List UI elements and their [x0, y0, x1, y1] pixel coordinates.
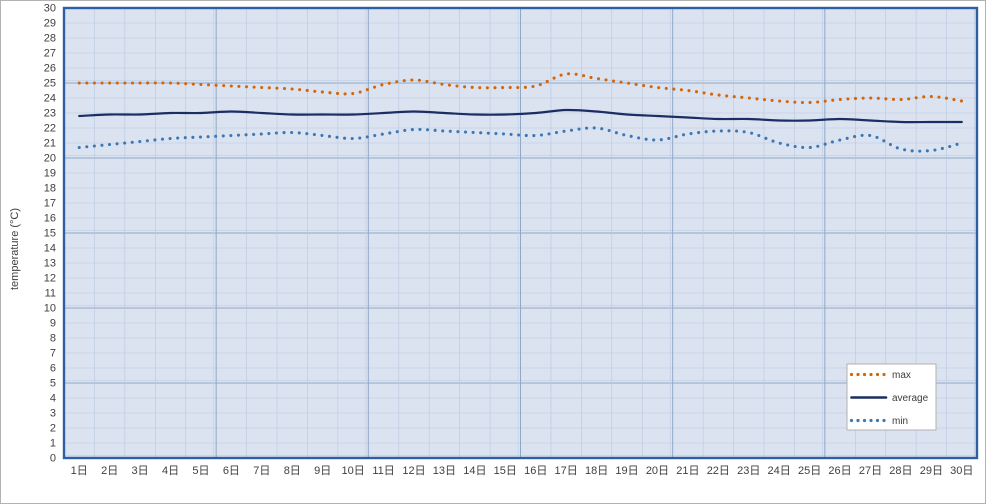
svg-text:16日: 16日 [524, 465, 547, 477]
svg-text:13: 13 [44, 258, 56, 270]
svg-text:9日: 9日 [314, 465, 331, 477]
svg-text:21: 21 [44, 138, 56, 150]
svg-text:10: 10 [44, 303, 56, 315]
svg-text:26日: 26日 [828, 465, 851, 477]
svg-text:10日: 10日 [341, 465, 364, 477]
svg-text:24: 24 [44, 93, 56, 105]
svg-text:30日: 30日 [950, 465, 973, 477]
svg-text:26: 26 [44, 63, 56, 75]
svg-text:28日: 28日 [889, 465, 912, 477]
svg-text:8: 8 [50, 333, 56, 345]
svg-text:5: 5 [50, 378, 56, 390]
svg-text:7日: 7日 [253, 465, 270, 477]
svg-text:5日: 5日 [192, 465, 209, 477]
svg-text:18: 18 [44, 183, 56, 195]
svg-text:4日: 4日 [162, 465, 179, 477]
svg-text:14日: 14日 [463, 465, 486, 477]
svg-text:15: 15 [44, 228, 56, 240]
svg-text:7: 7 [50, 348, 56, 360]
svg-text:3: 3 [50, 408, 56, 420]
svg-text:29: 29 [44, 18, 56, 30]
svg-text:11日: 11日 [372, 465, 394, 477]
svg-text:1: 1 [50, 438, 56, 450]
svg-text:13日: 13日 [433, 465, 456, 477]
svg-text:18日: 18日 [585, 465, 608, 477]
svg-text:15日: 15日 [494, 465, 517, 477]
svg-text:20日: 20日 [646, 465, 669, 477]
svg-text:4: 4 [50, 393, 56, 405]
svg-text:9: 9 [50, 318, 56, 330]
svg-text:min: min [892, 416, 908, 427]
svg-text:average: average [892, 393, 929, 404]
svg-text:1日: 1日 [71, 465, 88, 477]
svg-text:11: 11 [45, 288, 56, 300]
svg-text:30: 30 [44, 3, 56, 15]
svg-text:max: max [892, 370, 911, 381]
svg-text:temperature (°C): temperature (°C) [9, 208, 21, 290]
svg-text:21日: 21日 [676, 465, 699, 477]
svg-text:29日: 29日 [920, 465, 943, 477]
svg-text:25日: 25日 [798, 465, 821, 477]
svg-text:2: 2 [50, 423, 56, 435]
svg-text:19日: 19日 [615, 465, 638, 477]
svg-text:16: 16 [44, 213, 56, 225]
svg-text:24日: 24日 [768, 465, 791, 477]
svg-text:27日: 27日 [859, 465, 882, 477]
svg-text:6日: 6日 [223, 465, 240, 477]
svg-text:23日: 23日 [737, 465, 760, 477]
svg-text:22日: 22日 [707, 465, 730, 477]
svg-text:22: 22 [44, 123, 56, 135]
svg-text:17日: 17日 [555, 465, 578, 477]
svg-text:27: 27 [44, 48, 56, 60]
svg-text:14: 14 [44, 243, 56, 255]
svg-text:25: 25 [44, 78, 56, 90]
svg-text:28: 28 [44, 33, 56, 45]
svg-text:19: 19 [44, 168, 56, 180]
svg-text:12日: 12日 [402, 465, 425, 477]
svg-text:17: 17 [44, 198, 56, 210]
svg-text:8日: 8日 [284, 465, 301, 477]
svg-text:23: 23 [44, 108, 56, 120]
svg-text:2日: 2日 [101, 465, 118, 477]
svg-text:12: 12 [44, 273, 56, 285]
svg-text:6: 6 [50, 363, 56, 375]
svg-text:0: 0 [50, 453, 56, 465]
svg-text:20: 20 [44, 153, 56, 165]
svg-text:3日: 3日 [132, 465, 149, 477]
